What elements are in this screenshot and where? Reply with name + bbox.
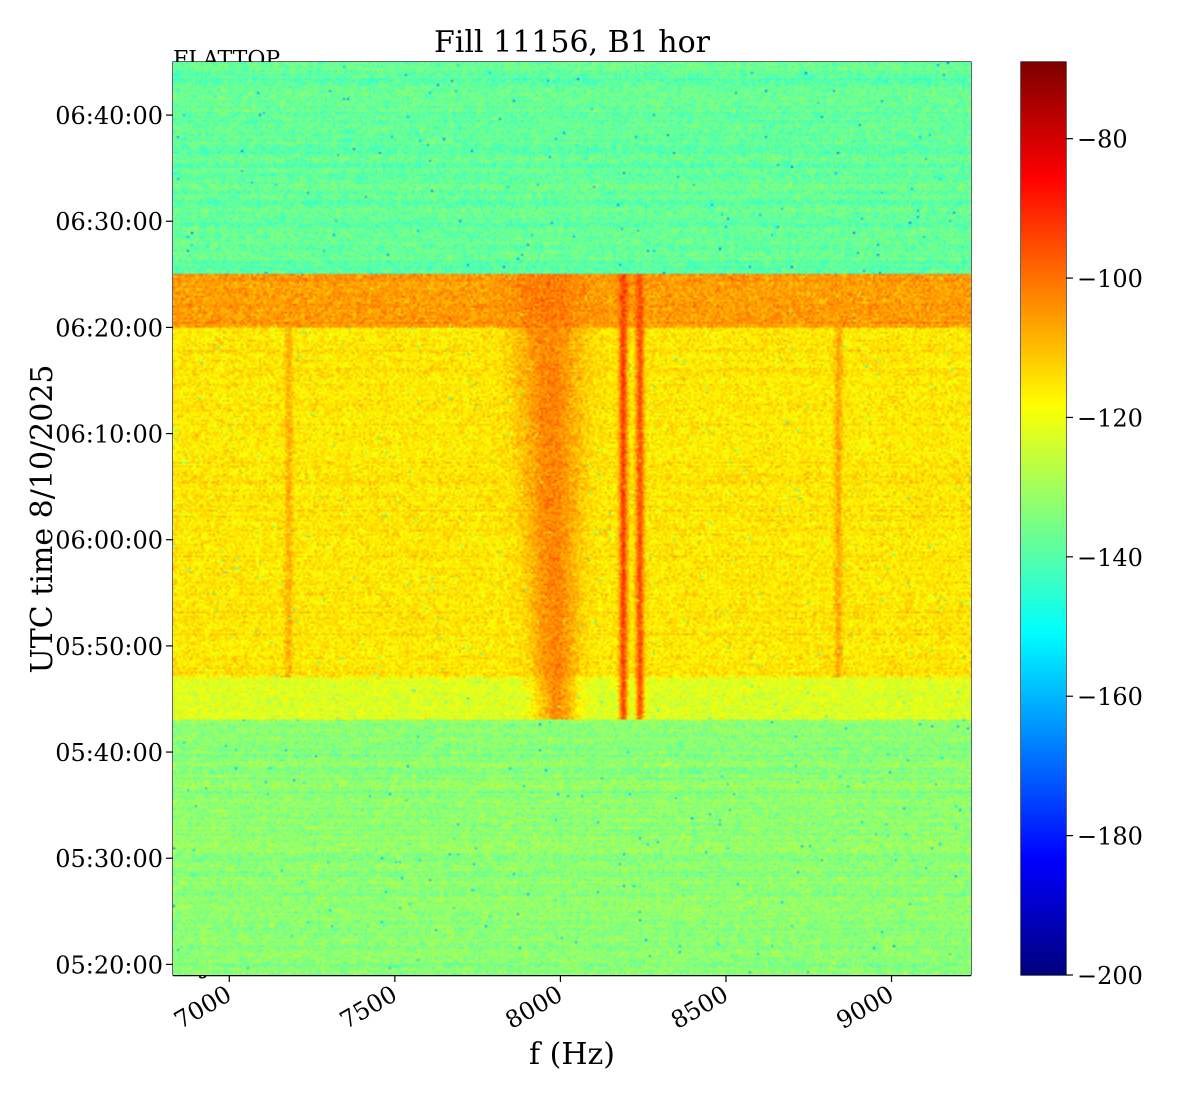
colorbar-tick-label: −180 — [1077, 823, 1143, 851]
y-tick-label: 06:20:00 — [55, 314, 163, 342]
y-tick-label: 06:00:00 — [55, 527, 163, 555]
y-axis: 05:20:00 05:30:00 05:40:00 05:50:00 06:00:00… — [55, 102, 173, 979]
y-tick-label: 05:20:00 — [55, 951, 163, 979]
y-tick-label: 05:40:00 — [55, 739, 163, 767]
colorbar-axis: −80 −100 −120 −140 −160 −180 −200 — [1066, 126, 1143, 990]
colorbar — [1021, 62, 1066, 975]
chart-title: Fill 11156, B1 hor — [434, 25, 711, 60]
colorbar-tick-label: −80 — [1077, 126, 1128, 154]
x-tick-label: 9000 — [832, 980, 899, 1035]
x-tick-label: 7000 — [169, 980, 236, 1035]
spectrogram-heatmap — [173, 62, 971, 975]
x-tick-label: 8000 — [501, 980, 568, 1035]
colorbar-tick-label: −140 — [1077, 544, 1143, 572]
y-tick-label: 05:50:00 — [55, 633, 163, 661]
colorbar-tick-label: −120 — [1077, 404, 1143, 432]
y-tick-label: 06:10:00 — [55, 421, 163, 449]
x-axis: 7000 7500 8000 8500 9000 — [169, 975, 899, 1035]
x-axis-label: f (Hz) — [529, 1037, 615, 1072]
y-tick-label: 05:30:00 — [55, 845, 163, 873]
y-axis-label: UTC time 8/10/2025 — [25, 365, 60, 674]
x-tick-label: 7500 — [335, 980, 402, 1035]
colorbar-tick-label: −160 — [1077, 683, 1143, 711]
colorbar-tick-label: −100 — [1077, 265, 1143, 293]
y-tick-label: 06:30:00 — [55, 208, 163, 236]
x-tick-label: 8500 — [666, 980, 733, 1035]
colorbar-tick-label: −200 — [1077, 962, 1143, 990]
y-tick-label: 06:40:00 — [55, 102, 163, 130]
